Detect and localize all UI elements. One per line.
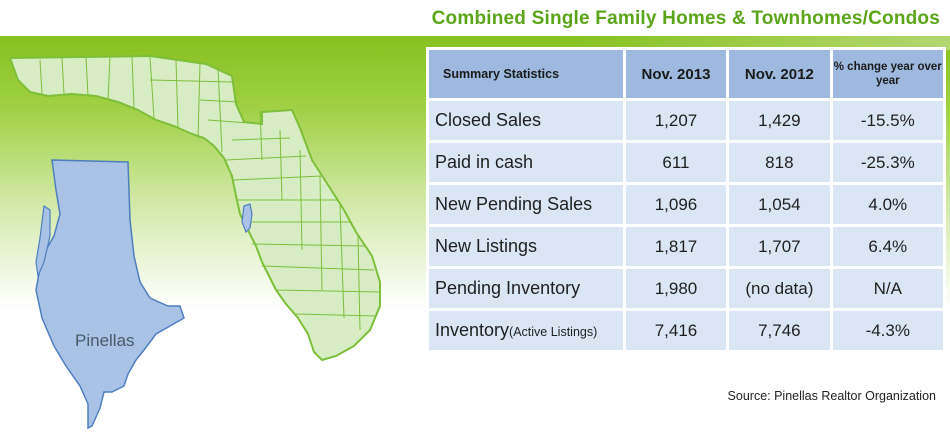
pinellas-county-highlight-small (241, 203, 253, 234)
table-row: Closed Sales 1,207 1,429 -15.5% (429, 101, 943, 140)
row-label-sub: (Active Listings) (509, 325, 598, 339)
cell-nov-2012: 1,054 (729, 185, 830, 224)
cell-nov-2012: 1,707 (729, 227, 830, 266)
cell-change: -4.3% (832, 311, 943, 350)
row-label-text: New Listings (435, 236, 538, 256)
cell-nov-2013: 611 (625, 143, 727, 182)
row-label: Pending Inventory (429, 269, 623, 308)
cell-nov-2012: 818 (729, 143, 830, 182)
row-label: Closed Sales (429, 101, 623, 140)
florida-state-shape (8, 54, 381, 362)
cell-nov-2013: 1,817 (625, 227, 727, 266)
table-row: New Pending Sales 1,096 1,054 4.0% (429, 185, 943, 224)
row-label-text: Pending Inventory (435, 278, 581, 298)
cell-nov-2013: 7,416 (625, 311, 727, 350)
row-label: Inventory(Active Listings) (429, 311, 623, 350)
source-note: Source: Pinellas Realtor Organization (727, 389, 936, 403)
pinellas-map-label: Pinellas (75, 331, 135, 350)
row-label-text: Paid in cash (435, 152, 534, 172)
row-label: New Pending Sales (429, 185, 623, 224)
cell-nov-2012: 7,746 (729, 311, 830, 350)
cell-change: 6.4% (832, 227, 943, 266)
cell-change: -25.3% (832, 143, 943, 182)
cell-nov-2012: 1,429 (729, 101, 830, 140)
table-row: New Listings 1,817 1,707 6.4% (429, 227, 943, 266)
cell-change: -15.5% (832, 101, 943, 140)
row-label-text: Inventory (435, 320, 510, 340)
cell-nov-2012: (no data) (729, 269, 830, 308)
cell-nov-2013: 1,207 (625, 101, 727, 140)
table-row: Paid in cash 611 818 -25.3% (429, 143, 943, 182)
cell-nov-2013: 1,096 (625, 185, 727, 224)
header-nov-2013: Nov. 2013 (625, 50, 727, 98)
summary-statistics-table: Summary Statistics Nov. 2013 Nov. 2012 %… (426, 47, 946, 353)
cell-nov-2013: 1,980 (625, 269, 727, 308)
cell-change: N/A (832, 269, 943, 308)
header-summary-statistics: Summary Statistics (429, 50, 623, 98)
cell-change: 4.0% (832, 185, 943, 224)
table-header-row: Summary Statistics Nov. 2013 Nov. 2012 %… (429, 50, 943, 98)
page-title: Combined Single Family Homes & Townhomes… (431, 8, 940, 29)
gradient-highlight (0, 36, 950, 50)
row-label-text: Closed Sales (435, 110, 542, 130)
row-label: New Listings (429, 227, 623, 266)
row-label-text: New Pending Sales (435, 194, 593, 214)
row-label: Paid in cash (429, 143, 623, 182)
header-percent-change: % change year over year (832, 50, 943, 98)
table-row: Inventory(Active Listings) 7,416 7,746 -… (429, 311, 943, 350)
pinellas-county-shape (35, 159, 185, 430)
county-lines (39, 56, 381, 331)
barrier-island-shape (35, 204, 51, 279)
header-nov-2012: Nov. 2012 (729, 50, 830, 98)
table-row: Pending Inventory 1,980 (no data) N/A (429, 269, 943, 308)
